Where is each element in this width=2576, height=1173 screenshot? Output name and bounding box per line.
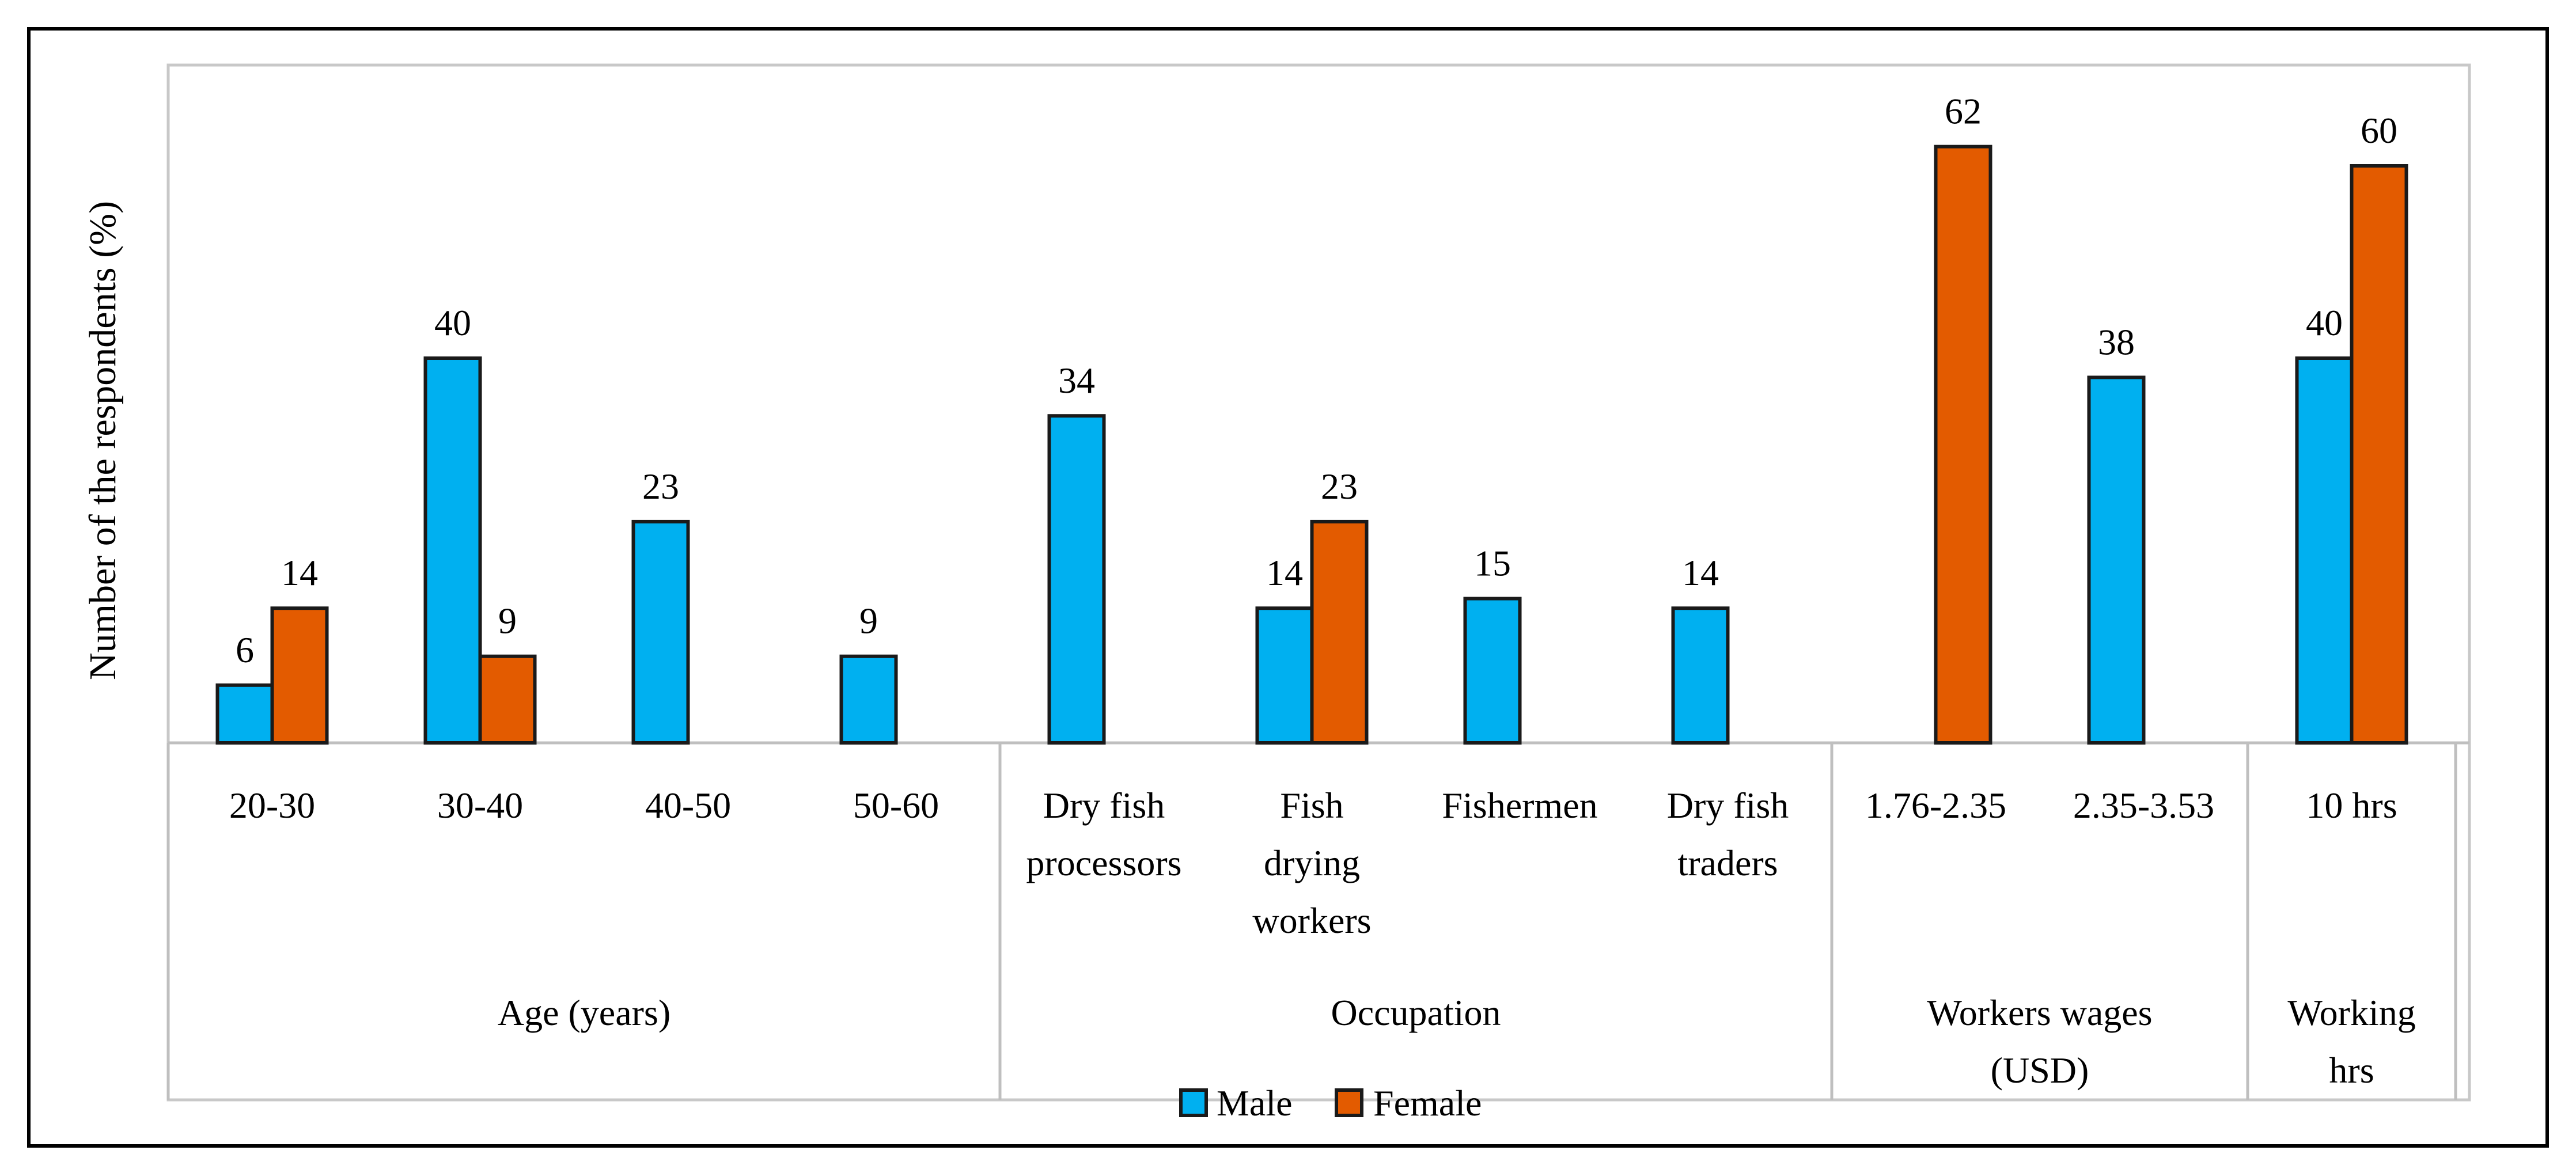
bar-male-0-3 [839, 654, 898, 745]
category-label-2-1: 2.35-3.53 [2073, 785, 2214, 826]
bar-female-2-0 [1934, 145, 1992, 745]
bar-male-1-3 [1671, 606, 1730, 745]
bar-female-0-1 [478, 654, 537, 745]
data-label-female-3-0: 60 [2361, 110, 2397, 151]
category-label-1-2: Fishermen [1442, 785, 1597, 826]
legend-label-male: Male [1217, 1083, 1293, 1123]
data-label-female-2-0: 62 [1945, 91, 1982, 132]
data-label-female-1-1: 23 [1321, 466, 1358, 507]
data-label-female-0-0: 14 [281, 552, 318, 593]
group-label-0: Age (years) [498, 992, 670, 1033]
data-label-male-1-2: 15 [1474, 543, 1511, 584]
data-label-male-1-1: 14 [1266, 552, 1303, 593]
plot-area-frame [166, 63, 2471, 1102]
data-label-male-2-1: 38 [2098, 321, 2135, 362]
data-label-male-1-0: 34 [1058, 360, 1095, 401]
bar-female-1-1 [1310, 519, 1369, 745]
category-label-2-0: 1.76-2.35 [1865, 785, 2006, 826]
category-label-0-2: 40-50 [645, 785, 731, 826]
bar-male-0-1 [423, 356, 482, 745]
data-label-male-0-1: 40 [434, 302, 471, 343]
legend-label-female: Female [1373, 1083, 1482, 1123]
legend-swatch-female [1335, 1088, 1363, 1117]
bar-male-0-0 [215, 683, 274, 745]
bar-male-1-0 [1047, 414, 1106, 745]
data-label-male-0-3: 9 [859, 601, 878, 641]
data-label-male-1-3: 14 [1682, 552, 1719, 593]
bar-female-0-0 [270, 606, 329, 745]
data-label-male-0-0: 6 [236, 629, 254, 670]
bar-male-2-1 [2087, 375, 2146, 745]
y-axis-title: Number of the respondents (%) [82, 201, 124, 680]
category-label-1-1: Fish drying workers [1252, 785, 1371, 941]
group-labels: Age (years) Occupation Workers wages (USD) W… [498, 992, 2416, 1091]
data-label-male-3-0: 40 [2306, 302, 2343, 343]
category-label-0-1: 30-40 [437, 785, 523, 826]
data-labels: 6 14 40 9 23 9 34 14 23 15 14 62 38 40 60 [236, 91, 2397, 670]
category-label-1-0: Dry fish processors [1026, 785, 1181, 883]
bar-male-1-1 [1255, 606, 1314, 745]
group-label-1: Occupation [1331, 992, 1501, 1033]
legend-swatch-male [1179, 1088, 1208, 1117]
legend: Male Female [1179, 1083, 1482, 1123]
category-label-0-3: 50-60 [853, 785, 939, 826]
group-label-2: Workers wages (USD) [1927, 992, 2152, 1091]
category-label-0-0: 20-30 [229, 785, 315, 826]
category-label-3-0: 10 hrs [2306, 785, 2397, 826]
bar-male-1-2 [1463, 597, 1522, 745]
group-label-3: Working hrs [2287, 992, 2415, 1091]
bar-female-3-0 [2350, 164, 2408, 745]
category-labels: 20-30 30-40 40-50 50-60 Dry fish processors Fi… [229, 785, 2397, 941]
bars [215, 145, 2408, 745]
bar-male-3-0 [2295, 356, 2354, 745]
data-label-male-0-2: 23 [642, 466, 679, 507]
bar-male-0-2 [631, 519, 690, 745]
data-label-female-0-1: 9 [498, 601, 517, 641]
category-label-1-3: Dry fish traders [1667, 785, 1789, 883]
